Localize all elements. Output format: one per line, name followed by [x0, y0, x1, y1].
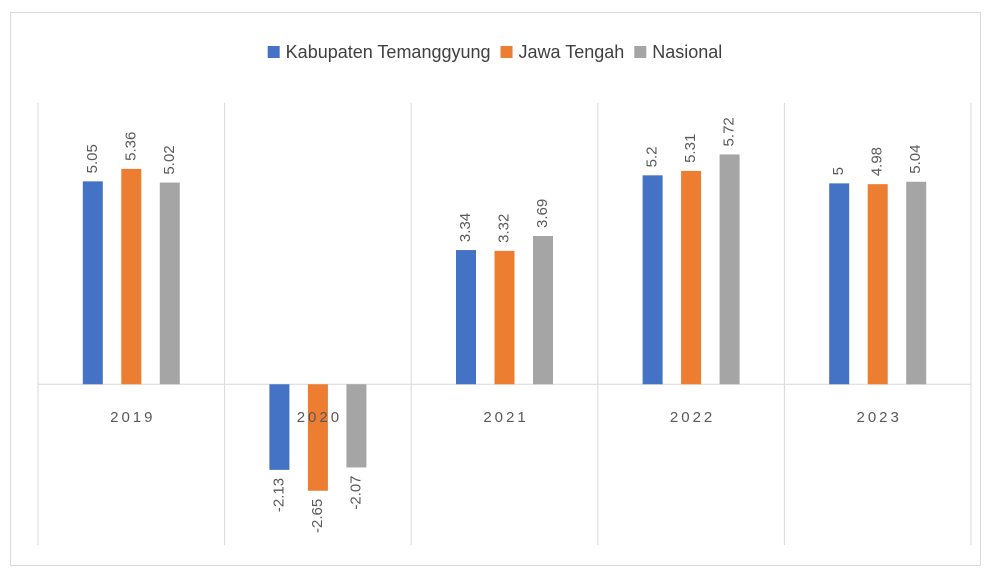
value-label: 3.34 [457, 213, 474, 242]
value-label: 5.02 [161, 145, 178, 174]
value-label: -2.13 [270, 478, 287, 512]
value-label: 3.32 [495, 214, 512, 243]
legend-swatch [634, 46, 647, 58]
legend-swatch [267, 46, 280, 58]
bar [82, 181, 103, 385]
bar [346, 384, 367, 468]
bar [121, 168, 142, 385]
bar [867, 184, 888, 385]
value-label: 5.36 [122, 132, 139, 161]
value-label: 5.2 [644, 146, 661, 167]
value-label: 5.72 [721, 117, 738, 146]
value-label: 5 [830, 167, 847, 175]
legend-label: Kabupaten Temanggyung [286, 42, 491, 62]
x-tick-label: 2019 [110, 409, 155, 426]
bar [456, 250, 476, 385]
bar [159, 182, 180, 385]
bar [533, 236, 553, 385]
x-tick-label: 2021 [483, 409, 528, 426]
legend-label: Jawa Tengah [519, 42, 625, 62]
x-tick-label: 2022 [670, 409, 715, 426]
bar [906, 181, 927, 385]
bar [829, 183, 850, 385]
value-label: -2.65 [309, 499, 326, 533]
bar [307, 384, 328, 491]
value-label: 4.98 [869, 147, 886, 176]
value-label: 5.31 [682, 134, 699, 163]
value-label: 5.05 [84, 144, 101, 173]
value-label: 3.69 [534, 199, 551, 228]
bar [642, 175, 663, 385]
bar [269, 384, 290, 470]
value-label: 5.04 [907, 145, 924, 174]
bar [719, 154, 740, 385]
bar [494, 250, 515, 385]
x-tick-label: 2020 [297, 409, 342, 426]
legend-label: Nasional [652, 42, 722, 62]
value-label: -2.07 [347, 475, 364, 509]
bar [681, 170, 702, 385]
legend-swatch [500, 46, 513, 58]
x-tick-label: 2023 [857, 409, 902, 426]
